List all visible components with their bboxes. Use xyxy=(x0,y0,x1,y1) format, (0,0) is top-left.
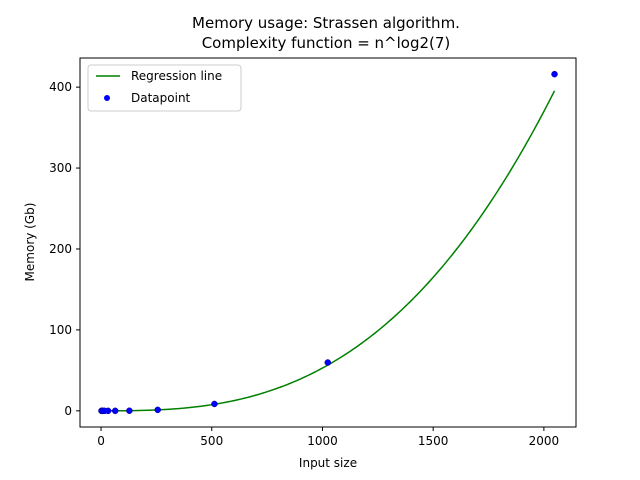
data-point xyxy=(104,407,112,415)
data-point xyxy=(154,406,161,414)
y-tick-label: 0 xyxy=(64,404,72,418)
y-tick-label: 400 xyxy=(49,80,72,94)
plot-frame xyxy=(79,57,577,428)
data-point xyxy=(126,407,133,414)
legend-label-datapoint: Datapoint xyxy=(131,91,191,105)
x-tick-label: 0 xyxy=(97,434,105,448)
legend-label-regression: Regression line xyxy=(131,69,222,83)
y-tick-label: 300 xyxy=(49,161,72,175)
legend: Regression line Datapoint xyxy=(87,64,242,112)
x-tick-label: 2000 xyxy=(529,434,560,448)
data-point xyxy=(551,70,558,78)
chart-title: Memory usage: Strassen algorithm. xyxy=(192,14,460,32)
legend-box xyxy=(87,64,242,112)
y-tick-label: 200 xyxy=(49,242,72,256)
y-tick-label: 100 xyxy=(49,323,72,337)
chart-subtitle: Complexity function = n^log2(7) xyxy=(202,34,451,52)
data-point xyxy=(211,400,218,408)
x-axis: 0 500 1000 1500 2000 xyxy=(97,427,559,448)
x-tick-label: 500 xyxy=(200,434,223,448)
y-axis-label: Memory (Gb) xyxy=(23,203,37,282)
y-axis: 0 100 200 300 400 xyxy=(49,80,80,418)
plot-area xyxy=(98,70,558,415)
x-tick-label: 1500 xyxy=(418,434,449,448)
legend-point-swatch xyxy=(104,95,110,101)
data-point xyxy=(111,407,119,415)
x-tick-label: 1000 xyxy=(307,434,338,448)
x-axis-label: Input size xyxy=(299,456,357,470)
data-point xyxy=(324,359,332,366)
